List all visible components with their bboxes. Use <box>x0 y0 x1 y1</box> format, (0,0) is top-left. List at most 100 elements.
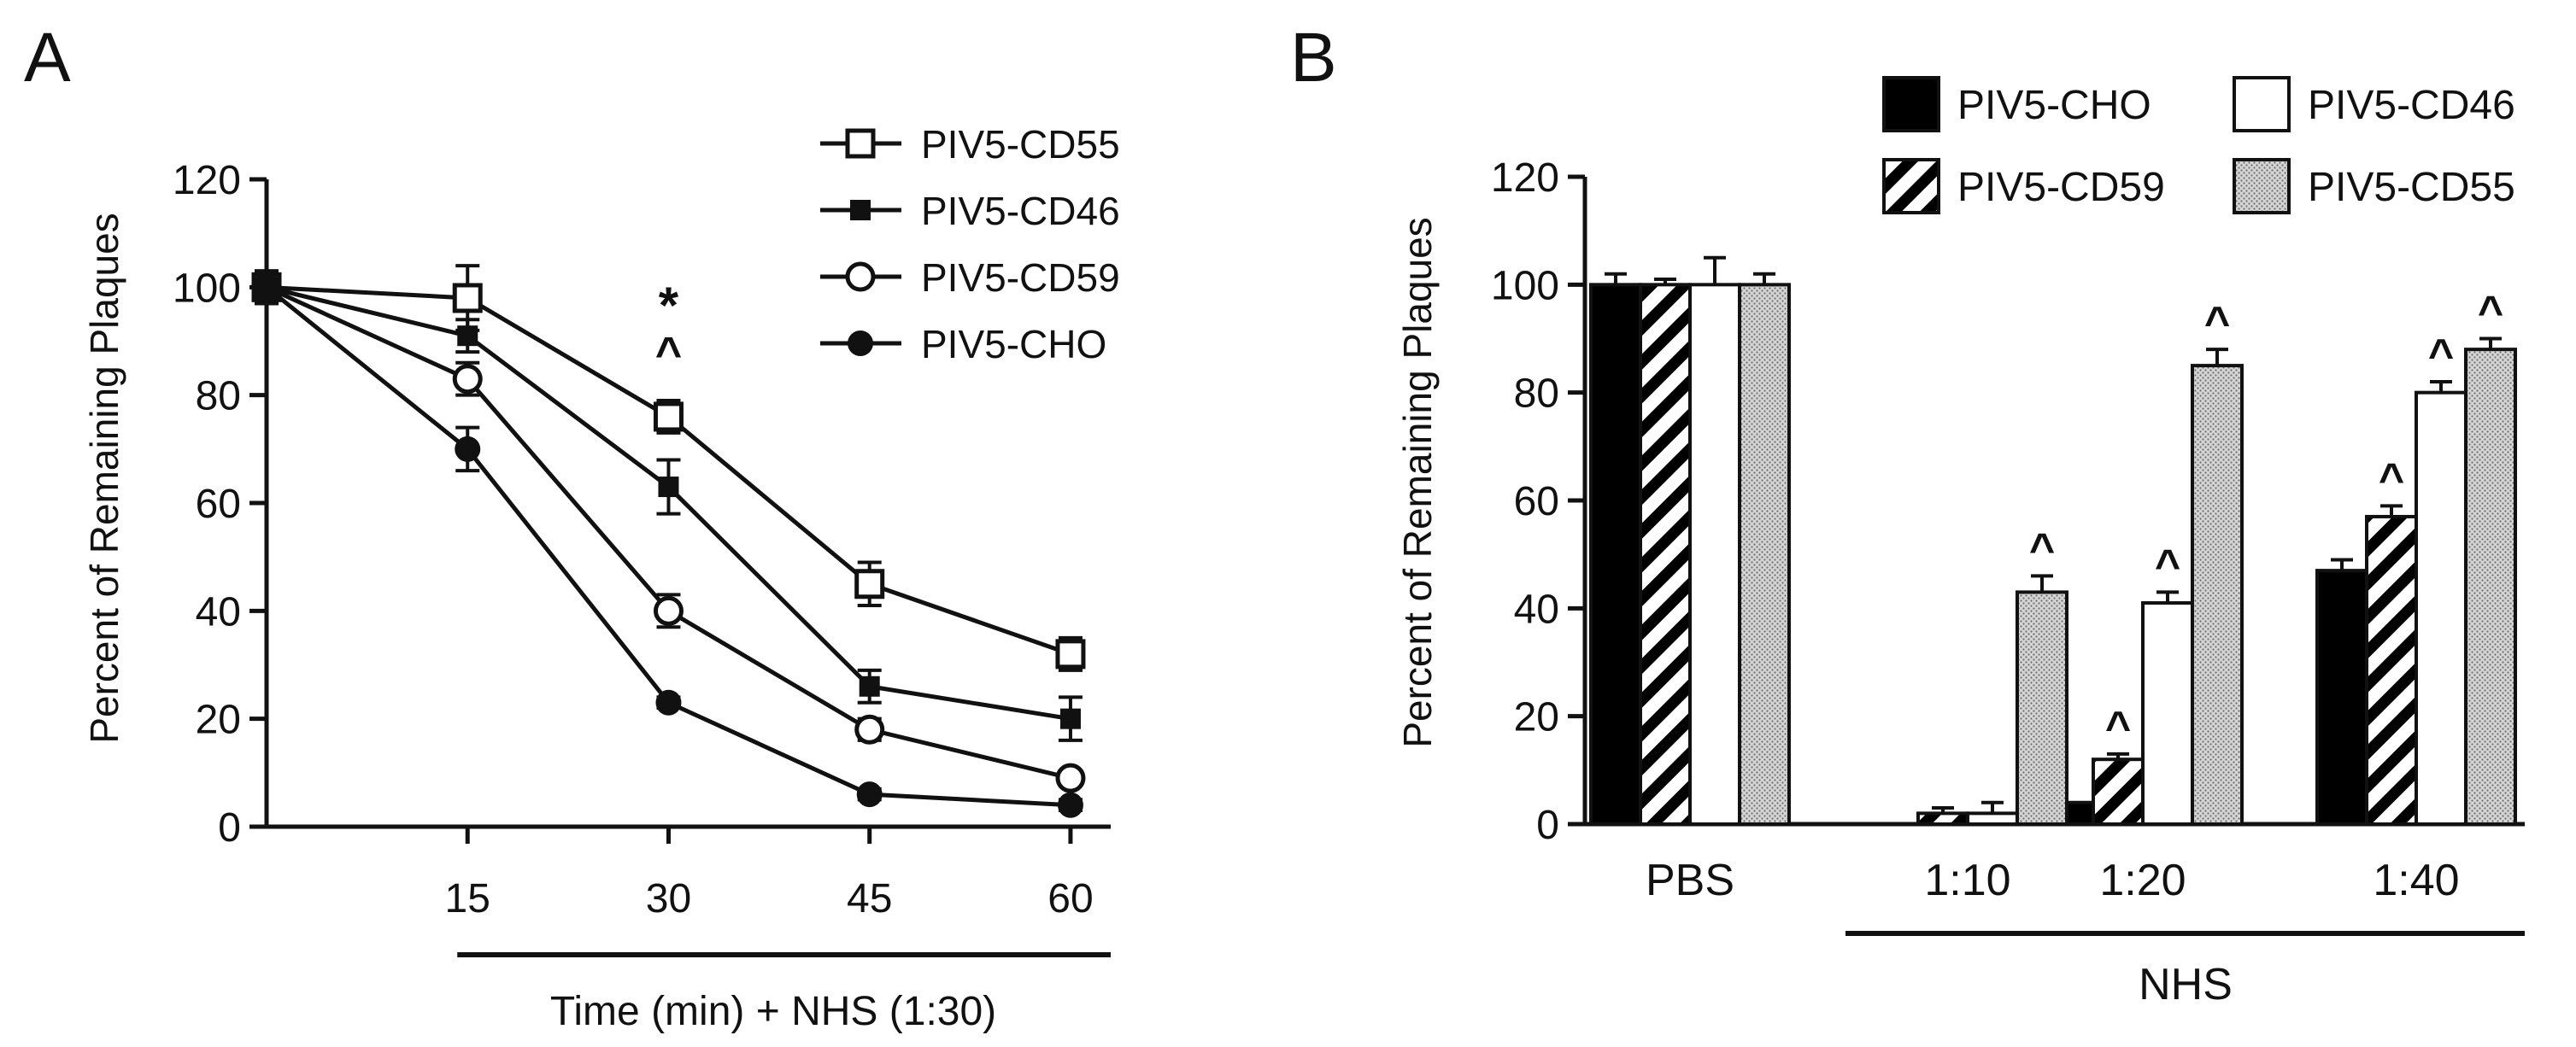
panel-a-x-tick-label: 30 <box>646 876 691 921</box>
bar <box>2141 601 2194 826</box>
bar <box>2365 514 2418 826</box>
bar <box>1589 283 1642 827</box>
panel-b-category-label: 1:40 <box>2373 856 2459 905</box>
panel-b-category-label: PBS <box>1646 856 1734 905</box>
legend-label: PIV5-CHO <box>1957 83 2151 128</box>
data-point <box>653 595 684 626</box>
panel-a-y-axis-label: Percent of Remaining Plaques <box>82 213 126 743</box>
data-point <box>655 689 682 716</box>
legend-marker <box>845 128 876 159</box>
data-point <box>452 364 483 395</box>
panel-b-y-tick-label: 80 <box>1514 371 1559 417</box>
legend-item-piv5-cd46: PIV5-CD46 <box>2233 76 2515 132</box>
bar <box>1916 811 1969 826</box>
legend-item-piv5-cd59: PIV5-CD59 <box>820 255 1120 300</box>
legend-marker <box>850 200 871 220</box>
legend-label: PIV5-CD46 <box>921 189 1120 233</box>
panel-a-x-tick-label: 45 <box>847 876 892 921</box>
significance-mark: ^ <box>2029 524 2055 574</box>
bar <box>2415 390 2467 826</box>
significance-mark: ^ <box>655 328 683 379</box>
legend-item-piv5-cd59: PIV5-CD59 <box>1882 158 2165 214</box>
data-point <box>1059 708 1081 729</box>
panel-b-y-tick-label: 0 <box>1536 803 1559 848</box>
panel-b-y-tick-label: 60 <box>1514 479 1559 524</box>
series-piv5-cd55: ^ ^ ^ <box>1738 272 2517 827</box>
data-point <box>1057 792 1083 818</box>
legend-label: PIV5-CHO <box>921 322 1106 366</box>
panel-a-y-tick-label: 80 <box>196 374 241 419</box>
bar <box>2092 757 2145 827</box>
significance-mark: ^ <box>2155 541 2180 590</box>
legend-label: PIV5-CD59 <box>921 255 1120 300</box>
legend-marker <box>845 261 876 292</box>
panel-a-line-chart: Percent of Remaining Plaques Time (min) … <box>82 122 1120 1034</box>
bar <box>1688 283 1741 827</box>
series-piv5-cd46 <box>255 269 1083 742</box>
panel-b-y-axis-label: Percent of Remaining Plaques <box>1395 217 1440 747</box>
panel-a-y-tick-label: 20 <box>196 698 241 743</box>
data-point <box>859 676 880 697</box>
panel-a-x-tick-label: 60 <box>1047 876 1093 921</box>
bar <box>2016 590 2068 827</box>
legend-swatch <box>2233 158 2291 214</box>
legend-swatch <box>1882 158 1940 214</box>
panel-a-x-tick-label: 15 <box>445 876 490 921</box>
significance-mark: * <box>659 277 679 334</box>
data-point <box>658 477 679 498</box>
bar <box>2464 348 2517 826</box>
data-point <box>254 274 279 301</box>
legend-item-piv5-cd46: PIV5-CD46 <box>820 189 1120 233</box>
legend-label: PIV5-CD55 <box>921 122 1120 167</box>
panel-b-y-tick-label: 100 <box>1491 263 1559 308</box>
data-point <box>457 325 478 347</box>
legend-label: PIV5-CD46 <box>2308 83 2515 128</box>
panel-a-y-tick-label: 100 <box>173 266 241 311</box>
significance-mark: ^ <box>2105 703 2131 752</box>
data-point <box>653 401 684 432</box>
panel-b-x-axis-label: NHS <box>2139 960 2233 1009</box>
panel-b-y-tick-label: 120 <box>1491 155 1559 201</box>
bar <box>1966 811 2019 826</box>
panel-b-category-label: 1:10 <box>1924 856 2010 905</box>
legend-swatch <box>2233 76 2291 132</box>
bar <box>1738 283 1791 827</box>
legend-item-piv5-cd55: PIV5-CD55 <box>2233 158 2515 214</box>
panel-label-b: B <box>1290 19 1337 97</box>
bar <box>1639 283 1692 827</box>
legend-label: PIV5-CD55 <box>2308 165 2515 210</box>
legend-item-piv5-cho: PIV5-CHO <box>1882 76 2151 132</box>
panel-b-bar-chart: Percent of Remaining Plaques NHS 0 20 40 60… <box>1395 76 2525 1009</box>
panel-a-y-tick-label: 40 <box>196 589 241 635</box>
panel-a-y-tick-label: 60 <box>196 482 241 527</box>
data-point <box>455 436 481 462</box>
data-point <box>854 569 885 600</box>
legend-item-piv5-cd55: PIV5-CD55 <box>820 122 1120 167</box>
series-piv5-cd59: ^^ <box>1639 278 2418 827</box>
data-point <box>452 283 483 313</box>
panel-b-y-tick-label: 40 <box>1514 587 1559 632</box>
panel-a-y-tick-label: 120 <box>173 158 241 203</box>
significance-mark: ^ <box>2428 330 2454 380</box>
series-piv5-cd46: ^^ <box>1688 255 2467 827</box>
panel-label-a: A <box>24 19 71 97</box>
data-point <box>1055 763 1086 793</box>
legend-swatch <box>1882 76 1940 132</box>
significance-mark: ^ <box>2204 298 2230 348</box>
panel-b-y-tick-label: 20 <box>1514 695 1559 740</box>
panel-b-category-label: 1:20 <box>2099 856 2186 905</box>
series-piv5-cho <box>254 269 1083 818</box>
data-point <box>854 714 885 745</box>
legend-item-piv5-cho: PIV5-CHO <box>820 322 1106 366</box>
panel-a-x-axis-label: Time (min) + NHS (1:30) <box>550 989 996 1034</box>
legend-label: PIV5-CD59 <box>1957 165 2165 210</box>
significance-mark: ^ <box>2379 454 2404 504</box>
panel-a-y-tick-label: 0 <box>218 805 241 851</box>
series-piv5-cho <box>1589 272 2368 827</box>
significance-mark: ^ <box>2478 288 2503 337</box>
bar <box>2315 569 2368 826</box>
bar <box>2191 364 2244 827</box>
data-point <box>856 781 883 808</box>
data-point <box>1055 639 1086 670</box>
